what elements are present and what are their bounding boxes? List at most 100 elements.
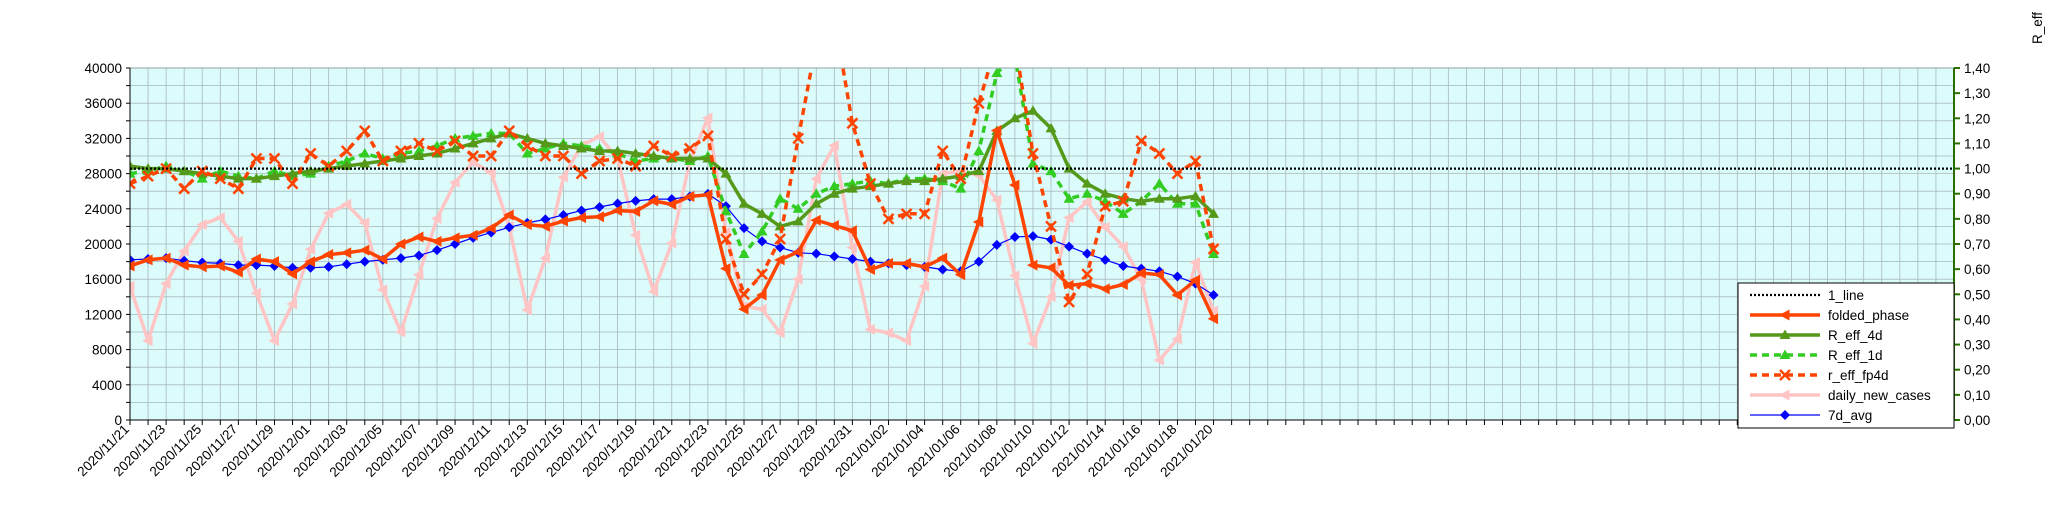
data-point [1207, 243, 1220, 255]
data-point [504, 222, 515, 233]
data-point [756, 225, 768, 236]
data-point [286, 268, 298, 280]
data-point [376, 284, 388, 296]
data-point [829, 251, 840, 262]
data-point [412, 231, 424, 243]
data-point [918, 261, 930, 273]
data-point [973, 256, 984, 267]
data-point [304, 243, 316, 255]
data-point [882, 257, 893, 269]
data-point [1099, 200, 1112, 213]
data-point [864, 323, 875, 335]
data-point [756, 303, 767, 315]
data-point [449, 142, 461, 153]
data-point [539, 252, 550, 264]
data-point [828, 188, 840, 198]
right-axis-tick-label: 0,40 [1964, 312, 1990, 327]
data-point [432, 245, 443, 256]
data-point [214, 212, 225, 224]
data-point [485, 150, 498, 162]
data-point [341, 259, 352, 270]
data-point [413, 150, 425, 160]
right-axis-tick-label: 0,80 [1964, 212, 1990, 227]
data-point [268, 152, 281, 165]
data-point [937, 173, 949, 183]
data-point [467, 137, 479, 148]
data-point [358, 217, 370, 229]
data-point [1135, 195, 1147, 206]
legend-marker [1779, 389, 1790, 401]
data-point [467, 150, 480, 162]
data-point [395, 253, 406, 264]
data-point [936, 252, 948, 264]
data-point [1100, 254, 1111, 265]
data-point [232, 235, 243, 247]
data-point [774, 193, 786, 203]
data-point [936, 145, 949, 157]
right-axis-tick-label: 1,00 [1964, 162, 1990, 177]
data-point [130, 260, 135, 272]
data-point [540, 214, 551, 225]
data-point [665, 237, 677, 249]
data-point [431, 145, 443, 157]
data-point [1171, 193, 1183, 203]
data-point [593, 155, 606, 167]
series-daily-new-cases [130, 112, 1219, 366]
data-point [304, 256, 316, 268]
data-point [1171, 198, 1183, 208]
legend-item: r_eff_fp4d [1750, 368, 1889, 383]
data-point [1008, 270, 1020, 282]
data-point [359, 256, 370, 267]
data-point [900, 257, 912, 269]
data-point [376, 155, 389, 167]
data-point [593, 211, 605, 223]
data-point [647, 286, 659, 298]
legend-item: 1_line [1750, 288, 1864, 303]
data-point [1027, 231, 1038, 242]
data-point [287, 168, 299, 178]
right-axis-tick-label: 0,90 [1964, 187, 1990, 202]
data-point [1117, 195, 1130, 208]
left-axis-tick-label: 0 [114, 413, 122, 428]
data-point [130, 280, 135, 292]
data-point [1171, 333, 1182, 345]
data-point [647, 195, 659, 207]
data-point [449, 176, 460, 188]
data-point [1045, 291, 1056, 303]
data-point [1027, 158, 1039, 168]
data-point [214, 165, 226, 176]
data-point [1135, 135, 1148, 147]
data-point [557, 150, 570, 162]
data-point [882, 212, 895, 225]
data-point [1208, 208, 1220, 218]
data-point [268, 170, 280, 181]
data-point [612, 145, 624, 155]
data-point [1153, 269, 1164, 281]
data-point [629, 229, 641, 241]
data-point [630, 147, 642, 158]
series-layer [130, 68, 1954, 366]
data-point [358, 124, 371, 137]
data-point [142, 254, 153, 266]
data-point [394, 238, 406, 250]
data-point [936, 168, 948, 180]
right-axis-tick-label: 1,40 [1964, 61, 1990, 76]
data-point [1009, 231, 1020, 242]
data-point [882, 178, 894, 188]
data-point [864, 177, 877, 190]
right-axis-tick-label: 0,70 [1964, 237, 1990, 252]
data-point [178, 182, 191, 195]
data-point [1081, 278, 1092, 290]
data-point [1099, 221, 1110, 233]
legend-label: folded_phase [1828, 308, 1909, 323]
data-point [828, 220, 839, 232]
data-point [1081, 178, 1093, 188]
data-point [955, 170, 967, 181]
data-point [1117, 241, 1128, 253]
data-point [1009, 112, 1021, 123]
data-point [1008, 179, 1020, 191]
data-point [322, 207, 334, 219]
data-point [991, 68, 1003, 78]
data-point [467, 229, 478, 241]
data-point [413, 250, 424, 261]
